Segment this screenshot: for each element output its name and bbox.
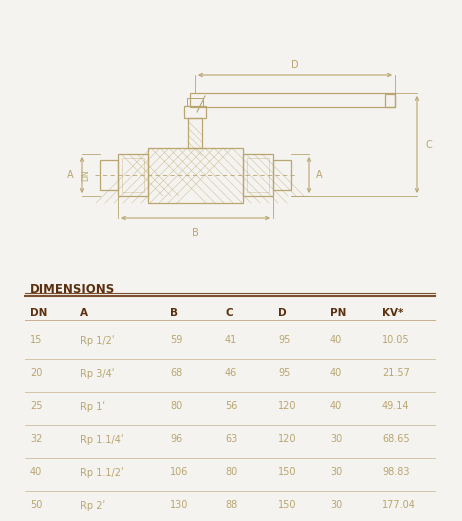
Text: 10.05: 10.05 [382,335,410,345]
Text: 30: 30 [330,434,342,444]
Bar [100,160,118,190]
Bar [122,158,144,192]
Text: A: A [80,308,88,318]
Text: KV*: KV* [382,308,403,318]
Text: PN: PN [330,308,346,318]
Text: Rp 2ʹ: Rp 2ʹ [80,500,105,511]
Text: 40: 40 [330,401,342,411]
Text: B: B [170,308,178,318]
Text: 95: 95 [278,335,291,345]
Text: 41: 41 [225,335,237,345]
Text: Rp 1.1/4ʹ: Rp 1.1/4ʹ [80,434,124,445]
Text: D: D [291,60,299,70]
Text: 59: 59 [170,335,182,345]
Text: 106: 106 [170,467,188,477]
Bar [247,158,269,192]
Text: 20: 20 [30,368,43,378]
Text: 120: 120 [278,401,297,411]
Text: 40: 40 [30,467,42,477]
Text: Rp 1.1/2ʹ: Rp 1.1/2ʹ [80,467,124,478]
Text: 30: 30 [330,500,342,510]
Text: C: C [225,308,233,318]
Text: 63: 63 [225,434,237,444]
Text: 80: 80 [225,467,237,477]
Text: DIMENSIONS: DIMENSIONS [30,283,115,296]
Bar [148,148,243,203]
Text: DN: DN [81,169,91,181]
Text: A: A [67,170,74,180]
Text: 46: 46 [225,368,237,378]
Text: 30: 30 [330,467,342,477]
Text: 40: 40 [330,335,342,345]
Text: 49.14: 49.14 [382,401,409,411]
Text: 21.57: 21.57 [382,368,410,378]
Text: 32: 32 [30,434,43,444]
Text: 130: 130 [170,500,188,510]
Text: Rp 1ʹ: Rp 1ʹ [80,401,105,412]
Text: C: C [425,140,432,150]
Text: A: A [316,170,322,180]
Bar [190,93,395,107]
Bar [273,160,291,190]
Bar [184,106,206,118]
Text: 56: 56 [225,401,237,411]
Text: 68.65: 68.65 [382,434,410,444]
Text: 95: 95 [278,368,291,378]
Text: 150: 150 [278,467,297,477]
Bar [188,118,202,148]
Text: 98.83: 98.83 [382,467,409,477]
Text: 96: 96 [170,434,182,444]
Bar [385,94,395,107]
Text: 177.04: 177.04 [382,500,416,510]
Text: 15: 15 [30,335,43,345]
Text: 68: 68 [170,368,182,378]
Text: B: B [192,228,199,238]
Text: 50: 50 [30,500,43,510]
Text: 88: 88 [225,500,237,510]
Bar [187,98,203,106]
Text: DN: DN [30,308,48,318]
Text: Rp 1/2ʹ: Rp 1/2ʹ [80,335,115,346]
Bar [243,154,273,196]
Text: 80: 80 [170,401,182,411]
Text: D: D [278,308,286,318]
Text: 120: 120 [278,434,297,444]
Text: 150: 150 [278,500,297,510]
Bar [118,154,148,196]
Text: 40: 40 [330,368,342,378]
Text: Rp 3/4ʹ: Rp 3/4ʹ [80,368,115,379]
Text: 25: 25 [30,401,43,411]
